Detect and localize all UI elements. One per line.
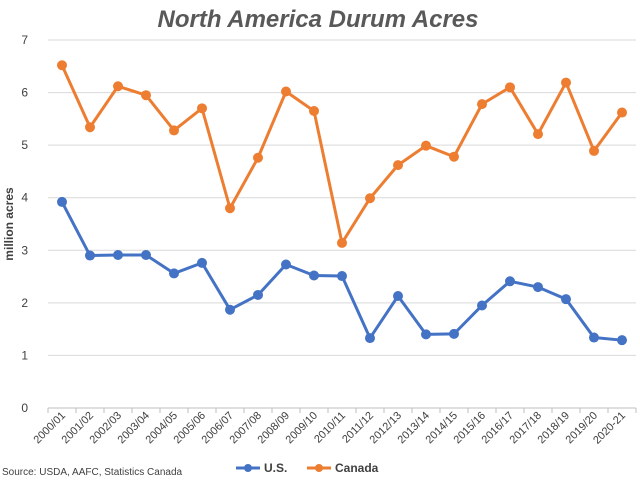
data-point-canada [337,237,347,248]
data-point-u-s [393,291,403,302]
legend-item-u-s: U.S. [236,461,287,475]
data-point-canada [225,203,235,214]
source-note: Source: USDA, AAFC, Statistics Canada [2,467,183,478]
data-point-canada [505,82,515,93]
data-point-canada [141,90,151,101]
legend-label: U.S. [264,461,287,475]
legend: U.S. Canada [236,461,379,475]
data-point-canada [561,77,571,88]
x-axis-ticks: 2000/012001/022002/032003/042004/052005/… [32,408,637,447]
data-point-u-s [421,329,431,340]
y-tick-label: 0 [21,401,28,415]
data-point-canada [449,151,459,162]
data-point-canada [113,81,123,92]
data-point-u-s [309,270,319,281]
legend-label: Canada [335,461,379,475]
gridlines [48,39,636,356]
y-tick-label: 1 [21,348,28,362]
data-point-canada [169,125,179,136]
data-point-canada [533,129,543,140]
series-group [57,60,627,346]
y-tick-label: 2 [21,296,28,310]
data-point-u-s [113,250,123,261]
data-point-u-s [477,300,487,311]
data-point-canada [85,122,95,133]
data-point-canada [421,140,431,151]
data-point-u-s [505,276,515,287]
data-point-canada [281,86,291,97]
y-tick-label: 7 [21,33,28,47]
data-point-canada [365,193,375,204]
y-tick-label: 3 [21,243,28,257]
data-point-u-s [253,289,263,300]
legend-swatch-marker [244,464,252,472]
y-tick-label: 4 [21,191,28,205]
data-point-u-s [225,304,235,315]
legend-item-canada: Canada [307,461,379,475]
data-point-canada [617,107,627,118]
data-point-canada [309,105,319,116]
y-tick-label: 6 [21,86,28,100]
y-tick-label: 5 [21,138,28,152]
data-point-canada [589,145,599,156]
data-point-u-s [281,259,291,270]
data-point-canada [197,103,207,114]
data-point-canada [57,60,67,71]
data-point-u-s [197,257,207,268]
data-point-u-s [617,335,627,346]
data-point-canada [477,99,487,110]
y-axis-ticks: 0 1 2 3 4 5 6 7 [21,33,28,415]
legend-swatch-marker [315,464,323,472]
data-point-u-s [337,271,347,282]
data-point-u-s [57,196,67,207]
data-point-u-s [449,328,459,339]
data-point-u-s [561,294,571,305]
chart-title: North America Durum Acres [158,6,479,33]
data-point-u-s [365,333,375,344]
data-point-u-s [533,282,543,293]
data-point-u-s [169,268,179,279]
y-axis-label: million acres [2,187,16,261]
data-point-u-s [141,250,151,261]
data-point-canada [393,160,403,171]
data-point-canada [253,152,263,163]
data-point-u-s [589,332,599,343]
data-point-u-s [85,250,95,261]
